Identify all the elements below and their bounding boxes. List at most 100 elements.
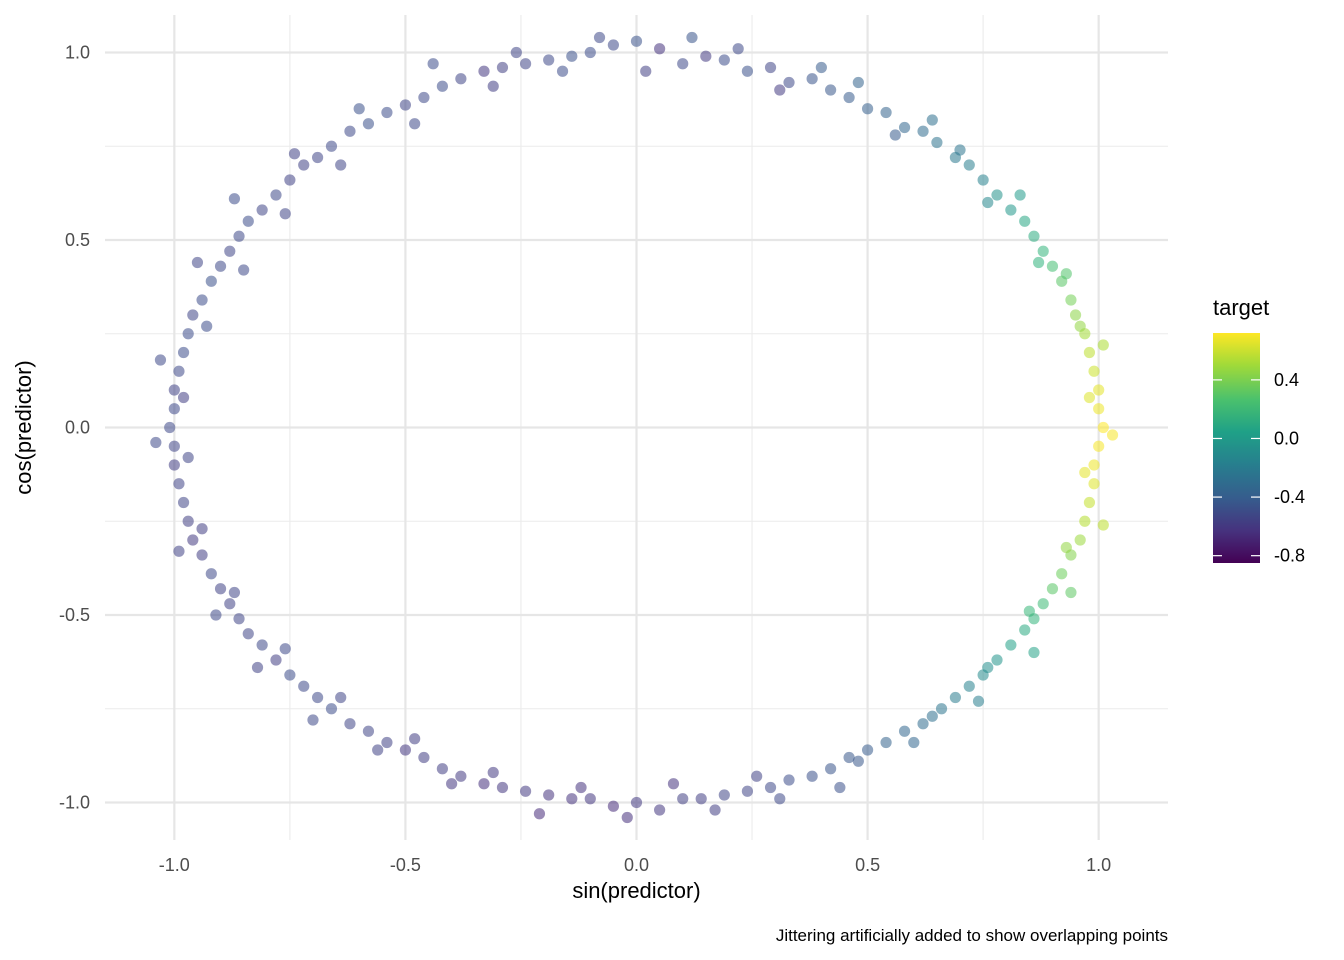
data-point: [566, 793, 578, 805]
data-point: [238, 264, 250, 276]
data-point: [173, 365, 185, 377]
data-point: [654, 43, 666, 55]
data-point: [764, 781, 777, 794]
data-point: [593, 31, 606, 44]
data-point: [256, 639, 268, 651]
data-point: [270, 654, 282, 666]
data-point: [1037, 598, 1049, 610]
y-tick-label: 0.5: [65, 230, 90, 250]
legend-tick-label: -0.8: [1274, 546, 1305, 566]
data-point: [409, 118, 421, 130]
data-point: [1093, 403, 1105, 415]
data-point: [325, 703, 338, 715]
data-point: [496, 61, 509, 74]
data-point: [187, 534, 199, 546]
data-point: [917, 125, 929, 137]
data-point: [284, 669, 296, 681]
data-point: [686, 31, 698, 44]
data-point: [1056, 568, 1068, 580]
data-point: [224, 598, 236, 610]
data-point: [154, 354, 167, 366]
data-point: [607, 800, 619, 812]
data-point: [898, 725, 911, 737]
data-point: [233, 613, 245, 625]
x-axis-title: sin(predictor): [572, 878, 700, 903]
data-point: [279, 208, 291, 220]
data-point: [284, 174, 296, 186]
data-point: [182, 451, 194, 464]
data-point: [510, 46, 522, 59]
data-point: [898, 121, 911, 134]
data-point: [815, 61, 827, 74]
data-point: [972, 695, 985, 707]
x-tick-label: 0.5: [855, 855, 880, 875]
data-point: [168, 403, 180, 415]
data-point: [584, 793, 596, 805]
data-point: [1065, 294, 1077, 306]
data-point: [270, 189, 282, 201]
y-tick-label: -1.0: [59, 793, 90, 813]
data-point: [519, 785, 532, 797]
data-point: [1088, 478, 1100, 490]
data-point: [353, 103, 365, 115]
data-point: [1014, 189, 1026, 201]
data-point: [196, 523, 208, 535]
data-point: [630, 796, 643, 809]
chart-caption: Jittering artificially added to show ove…: [776, 926, 1168, 945]
data-point: [187, 309, 199, 321]
data-point: [556, 65, 569, 77]
data-point: [201, 320, 213, 332]
data-point: [418, 751, 430, 764]
data-point: [1093, 384, 1105, 396]
data-point: [224, 245, 236, 257]
data-point: [977, 174, 989, 186]
data-point: [335, 691, 347, 704]
data-point: [1083, 496, 1096, 509]
data-point: [880, 106, 892, 119]
data-point: [1065, 586, 1077, 599]
data-point: [718, 54, 730, 66]
data-point: [1097, 339, 1109, 351]
data-point: [312, 691, 324, 704]
data-point: [496, 781, 509, 794]
data-point: [455, 73, 467, 85]
data-point: [1019, 624, 1031, 636]
data-point: [991, 189, 1003, 201]
data-point: [963, 159, 975, 171]
data-point: [607, 39, 619, 51]
data-point: [1046, 260, 1059, 272]
data-point: [695, 793, 707, 805]
data-point: [1079, 515, 1091, 527]
data-point: [1037, 245, 1049, 257]
data-point: [963, 680, 975, 692]
data-point: [298, 680, 310, 692]
data-point: [825, 763, 837, 775]
data-point: [409, 733, 421, 745]
data-point: [182, 328, 194, 340]
data-point: [1074, 534, 1086, 546]
data-point: [843, 91, 855, 104]
data-point: [307, 714, 319, 726]
data-point: [1097, 421, 1109, 434]
data-point: [741, 785, 754, 797]
data-point: [533, 808, 546, 820]
data-point: [991, 654, 1003, 666]
data-point: [251, 661, 264, 674]
data-point: [677, 58, 689, 70]
data-point: [1046, 583, 1059, 595]
data-point: [228, 193, 241, 205]
grid-lines: [105, 15, 1168, 840]
data-point: [543, 54, 555, 66]
data-point: [806, 73, 818, 85]
data-point: [399, 744, 412, 756]
data-point: [677, 793, 689, 805]
data-point: [1083, 346, 1096, 359]
data-point: [335, 159, 347, 171]
data-point: [566, 50, 578, 62]
data-point: [1088, 459, 1100, 471]
data-point: [436, 80, 448, 92]
y-tick-label: 1.0: [65, 43, 90, 63]
data-point: [362, 118, 375, 130]
data-point: [177, 496, 190, 509]
